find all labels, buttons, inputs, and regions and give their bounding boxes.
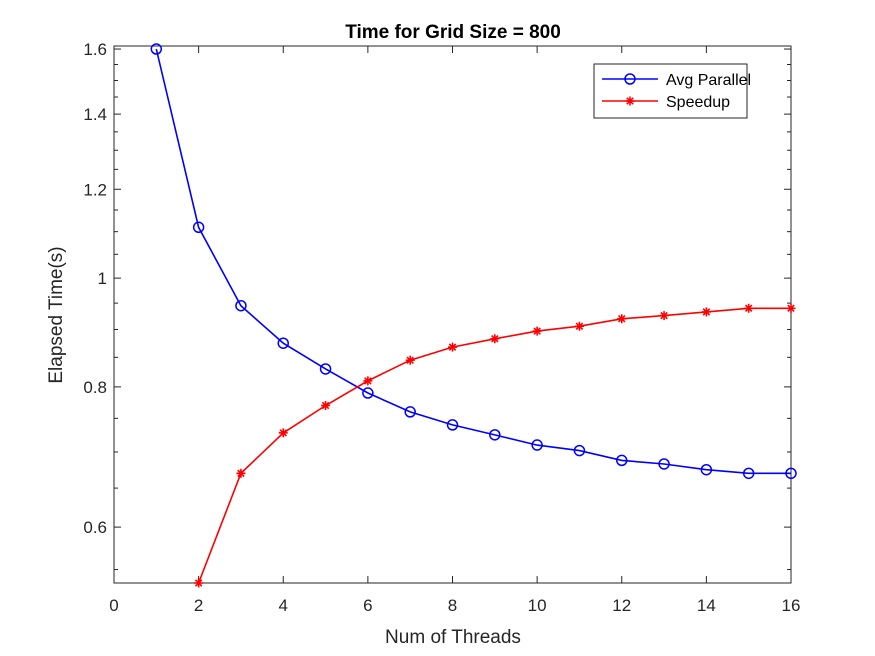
y-tick-label: 0.6: [83, 518, 107, 537]
data-point: [321, 401, 331, 411]
data-point: [236, 468, 246, 478]
data-point: [744, 303, 754, 313]
x-tick-label: 6: [363, 596, 372, 615]
legend: Avg Parallel Speedup: [593, 63, 751, 119]
plot-area: [113, 45, 792, 584]
y-axis-label: Elapsed Time(s): [46, 246, 67, 383]
axis-ticks: 0 2 4 6 8 10 12 14 16 0.6 0.8 1 1.2 1.4 1.6: [83, 40, 800, 615]
data-point: [489, 429, 501, 441]
series-1: [194, 303, 796, 588]
data-point: [278, 428, 288, 438]
data-point: [490, 334, 500, 344]
data-point: [405, 355, 415, 365]
data-point: [532, 326, 542, 336]
legend-label: Avg Parallel: [666, 72, 751, 89]
data-point: [235, 299, 247, 312]
data-point: [701, 307, 711, 317]
data-point: [658, 458, 670, 470]
series-line: [155, 48, 791, 475]
data-point: [742, 467, 755, 480]
y-tick-label: 1.6: [83, 40, 107, 59]
legend-item: Speedup: [602, 94, 730, 111]
data-point: [277, 337, 289, 349]
legend-box: [593, 63, 748, 119]
data-point: [319, 363, 332, 375]
data-point: [192, 221, 205, 234]
x-tick-label: 12: [612, 596, 631, 615]
legend-marker: [625, 96, 635, 106]
data-point: [446, 419, 459, 431]
x-tick-label: 10: [528, 596, 547, 615]
data-point: [531, 439, 543, 451]
data-point: [363, 376, 373, 386]
data-point: [194, 578, 204, 588]
data-point: [362, 387, 374, 399]
x-tick-label: 4: [279, 596, 288, 615]
data-point: [786, 303, 796, 313]
data-point: [785, 467, 797, 480]
x-axis-label: Num of Threads: [385, 627, 521, 648]
x-tick-label: 0: [109, 596, 118, 615]
x-tick-label: 8: [448, 596, 457, 615]
data-point: [617, 314, 627, 324]
data-point: [659, 311, 669, 321]
legend-label: Speedup: [666, 94, 730, 111]
y-tick-label: 1: [98, 269, 107, 288]
y-tick-label: 0.8: [83, 378, 107, 397]
data-point: [700, 463, 713, 476]
data-point: [616, 454, 628, 467]
data-point: [404, 406, 416, 418]
legend-item: Avg Parallel: [602, 72, 751, 89]
chart-title: Time for Grid Size = 800: [345, 22, 561, 43]
x-tick-label: 2: [194, 596, 203, 615]
x-tick-label: 14: [697, 596, 716, 615]
legend-marker: [624, 73, 636, 85]
y-tick-label: 1.2: [83, 180, 107, 199]
data-point: [150, 43, 163, 55]
series-layer: [150, 43, 797, 588]
y-tick-label: 1.4: [83, 105, 107, 124]
data-point: [573, 444, 586, 457]
x-tick-label: 16: [782, 596, 801, 615]
series-0: [150, 43, 797, 480]
data-point: [448, 342, 457, 352]
data-point: [574, 321, 584, 331]
